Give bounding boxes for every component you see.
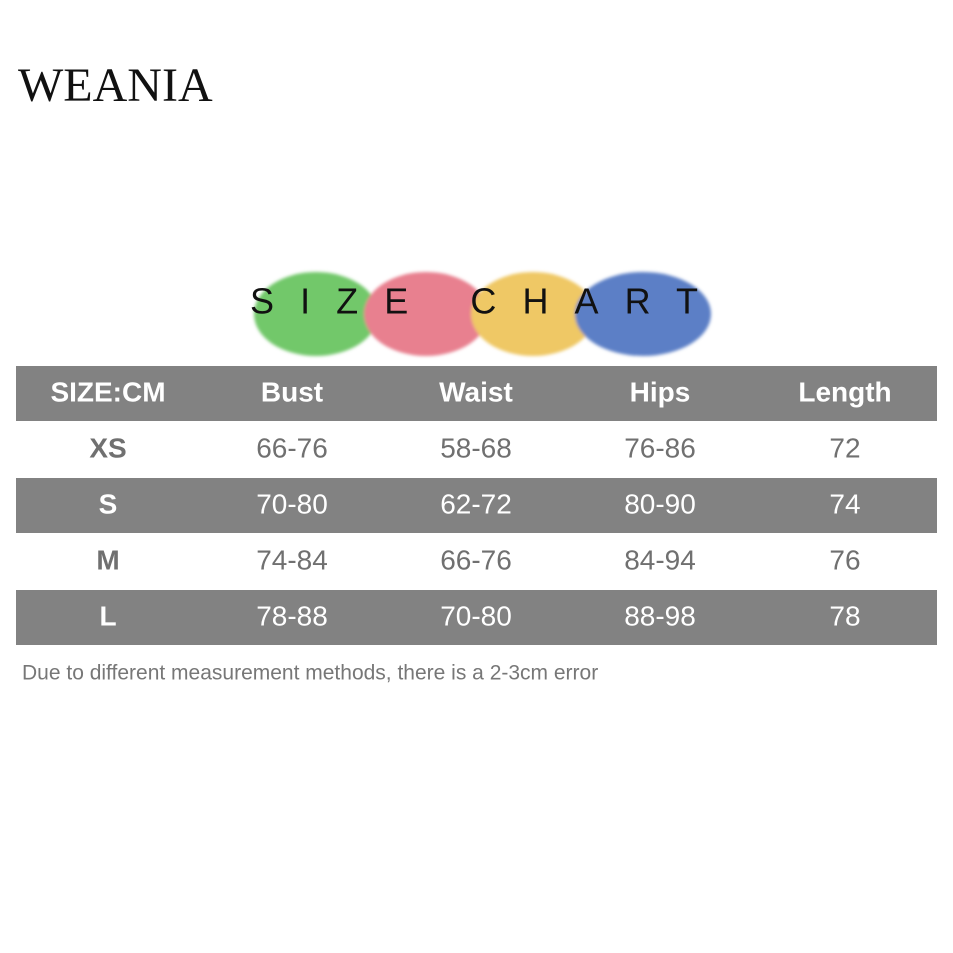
cell: 76-86 <box>624 432 696 463</box>
cell: L <box>99 600 116 631</box>
cell: S <box>99 488 118 519</box>
column-header: Bust <box>261 376 323 407</box>
cell: 74 <box>829 488 860 519</box>
cell: 78 <box>829 600 860 631</box>
column-header: SIZE:CM <box>50 376 165 407</box>
cell: XS <box>89 432 126 463</box>
column-header: Hips <box>630 376 691 407</box>
cell: 88-98 <box>624 600 696 631</box>
row-band <box>16 366 937 421</box>
cell: 70-80 <box>440 600 512 631</box>
row-band <box>16 478 937 533</box>
cell: 80-90 <box>624 488 696 519</box>
cell: 84-94 <box>624 544 696 575</box>
row-band <box>16 590 937 645</box>
cell: 66-76 <box>440 544 512 575</box>
cell: 58-68 <box>440 432 512 463</box>
cell: 62-72 <box>440 488 512 519</box>
column-header: Length <box>798 376 891 407</box>
column-header: Waist <box>439 376 513 407</box>
cell: 70-80 <box>256 488 328 519</box>
banner-circles <box>254 272 711 356</box>
cell: 74-84 <box>256 544 328 575</box>
cell: 66-76 <box>256 432 328 463</box>
note: Due to different measurement methods, th… <box>22 662 598 685</box>
cell: 78-88 <box>256 600 328 631</box>
size-table: SIZE:CM Bust Waist Hips Length XS 66-76 58-68 76… <box>16 366 937 645</box>
cell: 72 <box>829 432 860 463</box>
cell: M <box>96 544 119 575</box>
cell: 76 <box>829 544 860 575</box>
brand: WEANIA <box>18 59 213 112</box>
